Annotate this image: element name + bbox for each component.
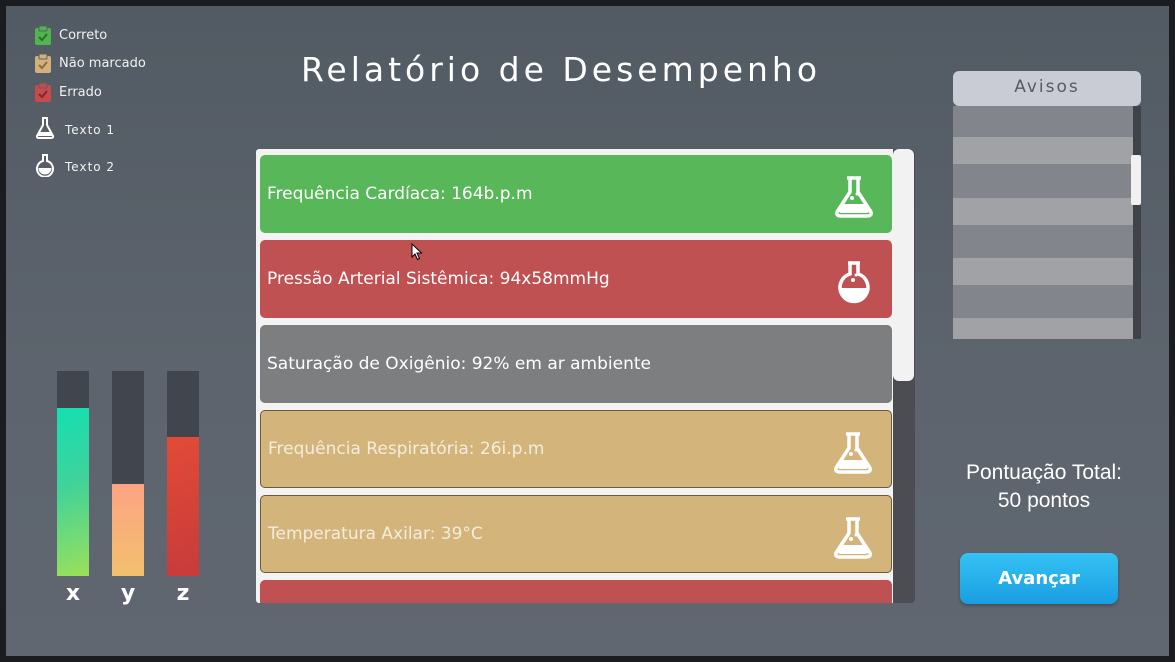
report-list-scroll-thumb[interactable] (893, 149, 914, 381)
report-item-text: Pressão Arterial Sistêmica: 94x58mmHg (267, 269, 610, 289)
round-flask-icon (35, 153, 55, 181)
conical-flask-icon (35, 116, 55, 144)
avisos-list-row (953, 198, 1133, 225)
report-item[interactable]: Saturação de Oxigênio: 92% em ar ambient… (260, 325, 892, 403)
bar-z-fill (167, 436, 199, 576)
legend-label: Errado (59, 85, 102, 100)
advance-button[interactable]: Avançar (960, 553, 1118, 604)
report-list[interactable]: Frequência Cardíaca: 164b.p.m Pressão Ar… (256, 149, 915, 603)
bar-y-label: y (120, 581, 136, 606)
clipboard-check-icon (35, 26, 51, 45)
report-item[interactable]: Pressão Arterial Sistêmica: 94x58mmHg (260, 240, 892, 318)
page-title: Relatório de Desempenho (300, 50, 822, 89)
bar-y (112, 371, 144, 576)
avisos-scrollbar[interactable] (1133, 106, 1141, 339)
legend-label: Não marcado (59, 56, 146, 71)
conical-flask-icon (834, 432, 872, 474)
bar-z (167, 371, 199, 576)
avisos-panel: Avisos (953, 71, 1141, 339)
mouse-cursor-icon (411, 243, 423, 261)
total-score: Pontuação Total: 50 pontos (936, 459, 1152, 515)
report-item[interactable]: Frequência Cardíaca: 164b.p.m (260, 155, 892, 233)
legend-label: Texto 1 (65, 123, 116, 137)
report-item[interactable] (260, 580, 892, 603)
avisos-title: Avisos (953, 71, 1141, 106)
report-item-text: Saturação de Oxigênio: 92% em ar ambient… (267, 354, 651, 374)
report-item[interactable]: Frequência Respiratória: 26i.p.m (260, 410, 892, 488)
legend-unmarked: Não marcado (35, 54, 146, 73)
legend-label: Texto 2 (65, 160, 116, 174)
avisos-list-row (953, 258, 1133, 285)
clipboard-check-icon (35, 54, 51, 73)
conical-flask-icon (834, 517, 872, 559)
avisos-scroll-thumb[interactable] (1131, 155, 1141, 205)
clipboard-check-icon (35, 83, 51, 102)
total-score-value: 50 pontos (997, 489, 1091, 512)
legend-wrong: Errado (35, 83, 102, 102)
legend-text1: Texto 1 (35, 116, 115, 144)
report-item[interactable]: Temperatura Axilar: 39°C (260, 495, 892, 573)
report-item-text: Temperatura Axilar: 39°C (268, 524, 483, 544)
report-item-text: Frequência Respiratória: 26i.p.m (268, 439, 545, 459)
bar-z-label: z (176, 581, 190, 606)
bar-x-label: x (65, 581, 81, 606)
game-screen: Correto Não marcado Errado Texto 1 Texto… (6, 6, 1169, 656)
legend-correct: Correto (35, 26, 107, 45)
report-item-text: Frequência Cardíaca: 164b.p.m (267, 184, 533, 204)
conical-flask-icon (835, 176, 873, 218)
round-flask-icon (838, 261, 870, 304)
avisos-list-row (953, 137, 1133, 164)
avisos-list[interactable] (953, 106, 1133, 339)
bar-x-fill (57, 407, 89, 576)
legend-label: Correto (59, 28, 108, 43)
total-score-label: Pontuação Total: (965, 461, 1123, 484)
legend-text2: Texto 2 (35, 153, 115, 181)
bar-x (57, 371, 89, 576)
avisos-list-row (953, 318, 1133, 339)
bar-y-fill (112, 483, 144, 576)
